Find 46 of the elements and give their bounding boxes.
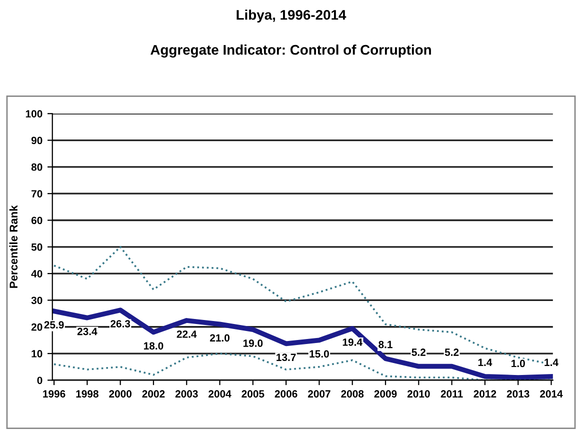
y-tick-label: 100 (26, 110, 42, 118)
y-tick-label: 40 (31, 270, 42, 278)
y-tick-label: 90 (31, 136, 42, 144)
chart-title: Libya, 1996-2014 (236, 10, 346, 23)
data-label: 13.7 (276, 354, 296, 362)
data-label: 5.2 (444, 348, 459, 356)
x-tick-label: 2008 (341, 390, 364, 398)
data-label: 18.0 (144, 342, 164, 350)
x-tick-label: 2004 (208, 390, 232, 398)
x-tick-label: 2005 (242, 390, 264, 398)
x-tick-label: 2014 (540, 390, 563, 398)
data-label: 26.3 (110, 320, 130, 328)
data-label: 21.0 (210, 334, 230, 342)
data-label: 1.4 (478, 358, 492, 366)
data-label: 1.4 (544, 358, 558, 366)
x-tick-label: 2007 (308, 390, 330, 398)
y-tick-label: 0 (37, 376, 42, 384)
data-label: 19.0 (243, 340, 263, 347)
y-tick-label: 20 (31, 323, 42, 331)
chart-subtitle: Aggregate Indicator: Control of Corruption (150, 44, 431, 58)
x-tick-label: 2000 (109, 390, 132, 398)
data-label: 25.9 (44, 321, 64, 329)
data-label: 8.1 (378, 340, 392, 348)
data-label: 15.0 (310, 350, 329, 358)
y-axis-title: Percentile Rank (9, 205, 18, 288)
x-tick-label: 2011 (440, 390, 463, 398)
x-tick-label: 1996 (43, 390, 66, 398)
y-tick-label: 60 (31, 216, 42, 224)
x-tick-label: 2013 (506, 390, 530, 398)
x-tick-label: 1998 (76, 390, 98, 398)
x-tick-label: 2002 (142, 390, 165, 398)
x-tick-label: 2009 (374, 390, 397, 398)
data-label: 19.4 (342, 338, 362, 346)
y-tick-label: 50 (31, 243, 42, 251)
y-tick-label: 30 (31, 296, 42, 304)
y-tick-label: 80 (31, 163, 42, 171)
y-tick-label: 70 (32, 190, 42, 198)
y-tick-label: 10 (32, 350, 42, 358)
data-label: 1.0 (512, 360, 525, 368)
data-label: 5.2 (412, 348, 426, 356)
data-label: 22.4 (176, 330, 197, 338)
data-label: 23.4 (77, 328, 98, 336)
x-tick-label: 2010 (407, 390, 430, 398)
x-tick-label: 2006 (274, 390, 298, 398)
x-tick-label: 2012 (474, 390, 496, 398)
x-tick-label: 2003 (175, 390, 198, 398)
